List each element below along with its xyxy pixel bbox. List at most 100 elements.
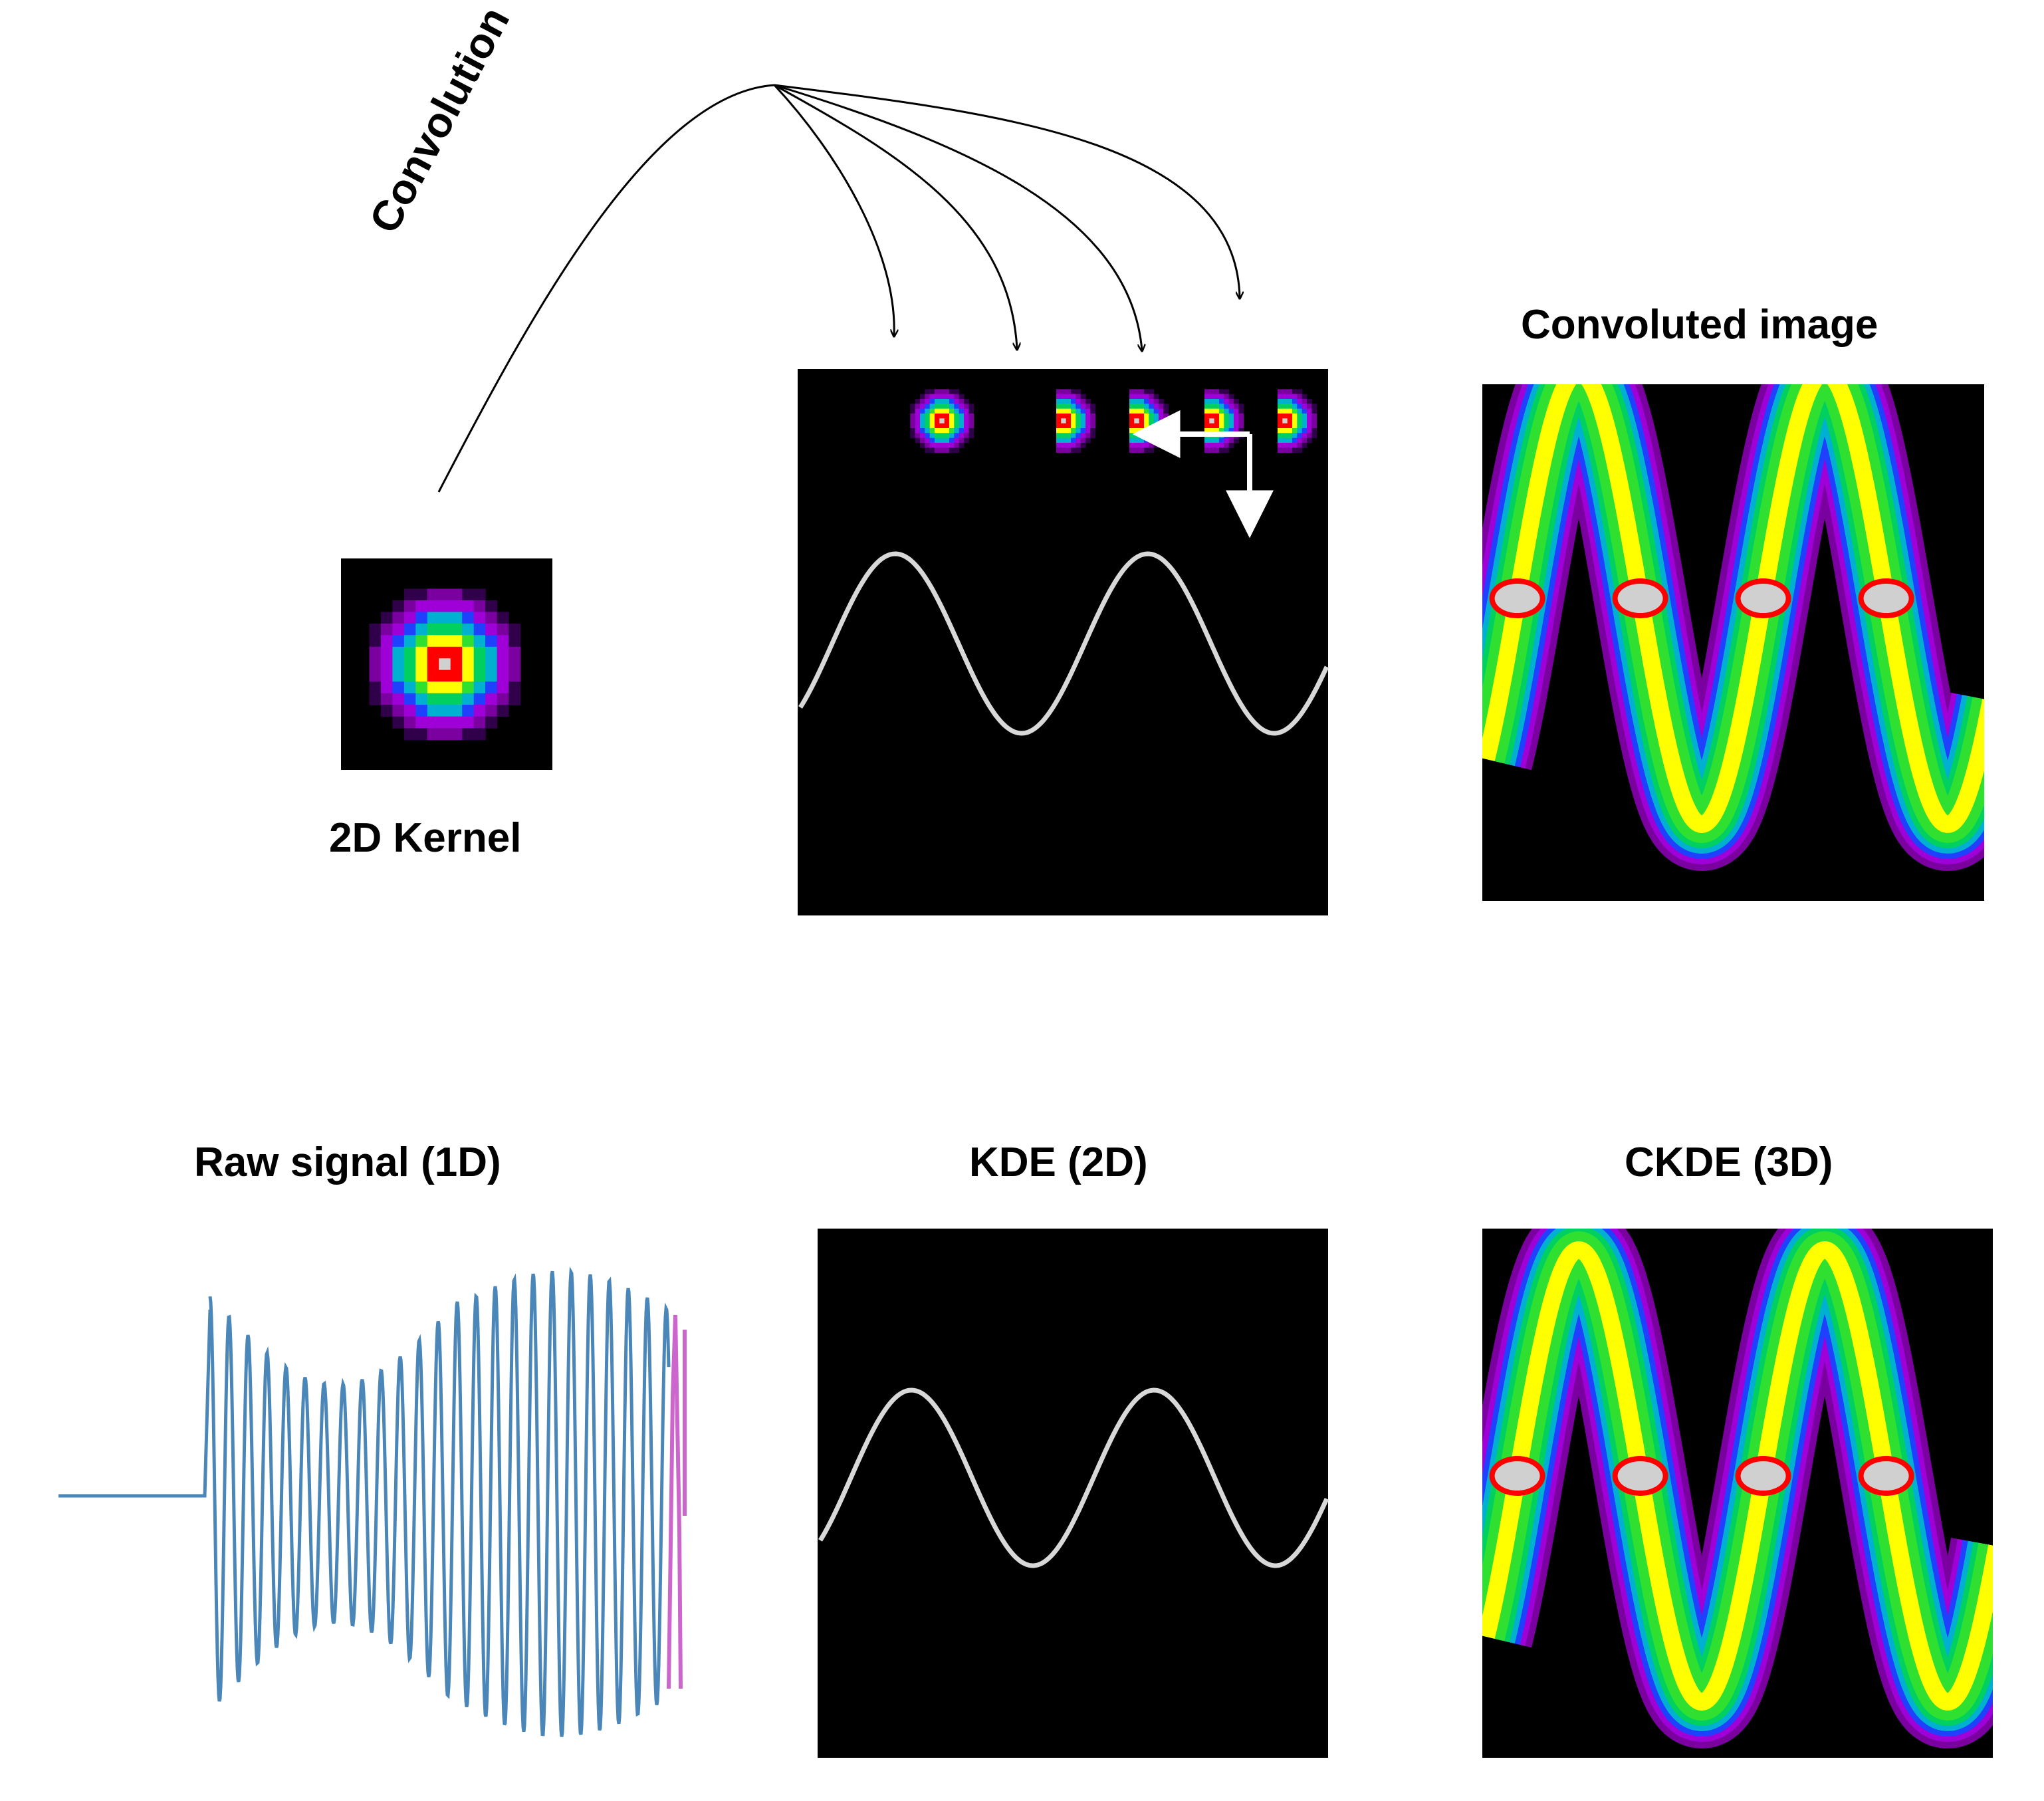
kernel-cell bbox=[1204, 389, 1210, 395]
kernel-cell bbox=[935, 414, 940, 419]
kernel-cell bbox=[925, 408, 931, 414]
kernel-cell bbox=[1061, 437, 1067, 443]
kernel-cell bbox=[1224, 408, 1230, 414]
kernel-cell bbox=[1209, 414, 1215, 419]
kernel-cell bbox=[929, 418, 935, 424]
kernel-cell bbox=[1214, 408, 1220, 414]
kernel-cell bbox=[1297, 418, 1303, 424]
kernel-cell bbox=[949, 399, 955, 404]
kernel-cell bbox=[1292, 404, 1298, 410]
kernel-cell bbox=[925, 389, 931, 395]
kernel-cell bbox=[920, 414, 925, 419]
kernel-cell bbox=[1292, 443, 1298, 448]
kernel-cell bbox=[1090, 433, 1096, 439]
kernel-cell bbox=[1287, 404, 1293, 410]
kernel-cell bbox=[949, 394, 955, 400]
ckde-title: CKDE (3D) bbox=[1625, 1140, 1833, 1185]
kernel-cell bbox=[935, 408, 940, 414]
kernel-cell bbox=[1080, 404, 1086, 410]
kernel-cell bbox=[1085, 423, 1091, 429]
kernel-cell bbox=[949, 408, 955, 414]
kernel-cell bbox=[1061, 443, 1067, 448]
kernel-cell bbox=[959, 408, 965, 414]
kernel-cell bbox=[1224, 414, 1230, 419]
kernel-cell bbox=[1209, 428, 1215, 433]
kernel-cell bbox=[450, 705, 463, 717]
kernel-cell bbox=[1149, 447, 1155, 453]
kernel-cell bbox=[1287, 423, 1293, 429]
kernel-cell bbox=[920, 443, 925, 448]
kernel-cell bbox=[473, 693, 486, 705]
kernel-cell bbox=[1204, 408, 1210, 414]
kernel-cell bbox=[954, 447, 960, 453]
kernel-cell bbox=[1056, 404, 1062, 410]
kernel-cell bbox=[439, 623, 451, 636]
kernel-cell bbox=[1080, 437, 1086, 443]
kernel-cell bbox=[1134, 433, 1140, 439]
kernel-cell bbox=[1080, 443, 1086, 448]
ckde-panel bbox=[1482, 1229, 1993, 1758]
density-peak bbox=[1740, 1461, 1786, 1491]
kernel-cell bbox=[473, 623, 486, 636]
kernel-cell bbox=[1204, 447, 1210, 453]
kernel-cell bbox=[1228, 437, 1234, 443]
kernel-cell bbox=[415, 681, 428, 694]
kernel-cell bbox=[415, 623, 428, 636]
kernel-cell bbox=[1061, 423, 1067, 429]
kernel-cell bbox=[369, 623, 382, 636]
kernel-cell bbox=[910, 428, 916, 433]
kernel-cell bbox=[1297, 414, 1303, 419]
kernel-cell bbox=[1219, 418, 1224, 424]
kernel-cell bbox=[1287, 399, 1293, 404]
kernel-cell bbox=[415, 635, 428, 648]
kernel-cell bbox=[1278, 418, 1283, 424]
kernel-cell bbox=[1307, 423, 1312, 429]
kernel-cell bbox=[1159, 414, 1164, 419]
kernel-cell bbox=[1061, 404, 1067, 410]
kernel-cell bbox=[954, 414, 960, 419]
kernel-cell bbox=[1297, 433, 1303, 439]
kernel-cell bbox=[1076, 423, 1081, 429]
kernel-cell bbox=[462, 600, 475, 612]
kernel-cell bbox=[1134, 394, 1140, 400]
kernel-cell bbox=[1061, 389, 1067, 395]
kernel-cell bbox=[1287, 443, 1293, 448]
density-peak bbox=[1617, 1461, 1663, 1491]
kernel-cell bbox=[1144, 389, 1149, 395]
kernel-cell bbox=[369, 635, 382, 648]
kernel-cell bbox=[450, 716, 463, 729]
kernel-cell bbox=[1134, 447, 1140, 453]
kernel-cell bbox=[485, 669, 498, 682]
kernel-cell bbox=[1080, 433, 1086, 439]
kernel-cell bbox=[380, 693, 393, 705]
kernel-cell bbox=[1214, 428, 1220, 433]
kernel-cell bbox=[949, 414, 955, 419]
kernel-cell bbox=[1129, 404, 1135, 410]
kernel-cell bbox=[1076, 399, 1081, 404]
kernel-cell bbox=[1056, 418, 1062, 424]
kernel-cell bbox=[1297, 394, 1303, 400]
kernel-cell bbox=[1144, 394, 1149, 400]
kernel-cell bbox=[485, 716, 498, 729]
kernel-cell bbox=[1149, 443, 1155, 448]
kernel-cell bbox=[1302, 404, 1307, 410]
kernel-cell bbox=[1144, 447, 1149, 453]
kernel-cell bbox=[485, 612, 498, 624]
kernel-cell bbox=[439, 600, 451, 612]
kernel-cell bbox=[939, 423, 945, 429]
kernel-cell bbox=[509, 646, 521, 659]
kernel-cell bbox=[925, 399, 931, 404]
kernel-cell bbox=[944, 423, 950, 429]
kernel-cell bbox=[1066, 423, 1072, 429]
kernel-cell bbox=[1163, 408, 1169, 414]
kernel-cell bbox=[1061, 447, 1067, 453]
kernel-cell bbox=[1061, 433, 1067, 439]
kernel-cell bbox=[497, 693, 509, 705]
kernel-cell bbox=[1144, 399, 1149, 404]
kernel-cell bbox=[944, 447, 950, 453]
convoluted-image-title: Convoluted image bbox=[1521, 302, 1878, 348]
kernel-cell bbox=[1134, 399, 1140, 404]
kernel-cell bbox=[427, 635, 439, 648]
kernel-cell bbox=[1224, 423, 1230, 429]
kernel-cell bbox=[1287, 394, 1293, 400]
